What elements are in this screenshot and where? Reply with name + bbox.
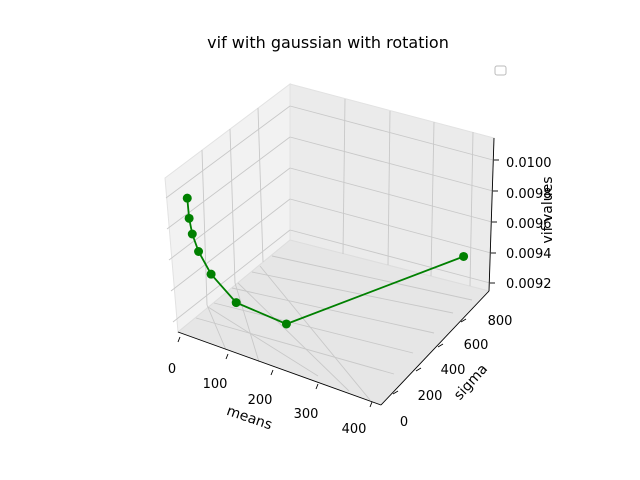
z-tick-label: 0.0100 <box>506 156 552 171</box>
y-tick-labels: 0 200 400 600 800 <box>400 314 513 430</box>
z-tick-labels: 0.0092 0.0094 0.0096 0.0098 0.0100 <box>506 156 552 292</box>
x-tick-label: 400 <box>342 422 367 437</box>
legend-box <box>494 65 507 76</box>
data-point <box>182 193 192 203</box>
grid-lines <box>165 98 494 401</box>
y-tick-label: 0 <box>400 415 408 430</box>
y-tick-label: 200 <box>418 389 443 404</box>
axis-lines <box>177 137 495 406</box>
series-layer <box>182 193 469 329</box>
data-point <box>459 251 469 261</box>
chart-title: vif with gaussian with rotation <box>207 33 449 52</box>
x-tick-label: 200 <box>248 393 273 408</box>
x-tick-label: 0 <box>168 362 176 377</box>
z-axis-label: vif values <box>540 176 556 243</box>
x-axis-line <box>177 331 382 406</box>
data-point <box>187 229 197 239</box>
z-tick-label: 0.0096 <box>506 217 552 232</box>
z-tick-label: 0.0092 <box>506 277 552 292</box>
data-point <box>206 269 216 279</box>
y-tick-label: 400 <box>441 363 466 378</box>
data-point <box>281 319 291 329</box>
y-axis-line <box>380 290 490 406</box>
data-point <box>184 213 194 223</box>
data-point <box>194 246 204 256</box>
y-tick-label: 600 <box>464 338 489 353</box>
data-point <box>231 298 241 308</box>
x-tick-label: 300 <box>294 407 319 422</box>
y-tick-label: 800 <box>488 314 513 329</box>
z-tick-label: 0.0098 <box>506 187 552 202</box>
x-tick-label: 100 <box>203 377 228 392</box>
z-axis-line <box>488 137 495 292</box>
tick-marks <box>177 159 499 408</box>
x-tick-labels: 0 100 200 300 400 <box>168 362 367 437</box>
z-tick-label: 0.0094 <box>506 247 552 262</box>
